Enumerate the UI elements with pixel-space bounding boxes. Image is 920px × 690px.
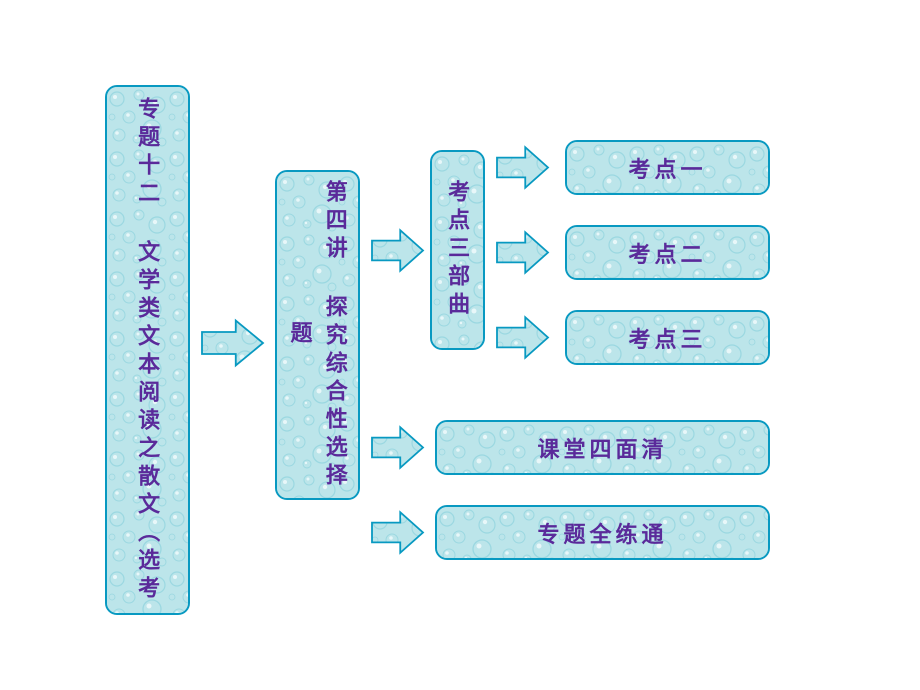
node-trilogy[interactable]: 考点三部曲 [430, 150, 485, 350]
node-root[interactable]: 专题十二 文学类文本阅读之散文（选考 [105, 85, 190, 615]
arrow-right-icon [200, 318, 265, 368]
node-lecture4[interactable]: 第四讲 探究综合性选择题 [275, 170, 360, 500]
node-label: 专题全练通 [531, 511, 673, 555]
node-label: 考点三 [622, 316, 712, 360]
node-k3[interactable]: 考点三 [565, 310, 770, 365]
node-k1[interactable]: 考点一 [565, 140, 770, 195]
node-k2[interactable]: 考点二 [565, 225, 770, 280]
arrow-right-icon [495, 145, 550, 190]
arrow-right-icon [370, 425, 425, 470]
node-label: 考点一 [622, 146, 712, 190]
node-label: 考点三部曲 [434, 174, 481, 326]
arrow-right-icon [495, 230, 550, 275]
node-class4[interactable]: 课堂四面清 [435, 420, 770, 475]
node-label: 第四讲 探究综合性选择题 [276, 172, 358, 498]
arrow-right-icon [370, 510, 425, 555]
arrow-right-icon [370, 228, 425, 273]
node-label: 考点二 [622, 231, 712, 275]
node-label: 专题十二 文学类文本阅读之散文（选考 [124, 91, 171, 610]
node-label: 课堂四面清 [531, 426, 673, 470]
node-allpractice[interactable]: 专题全练通 [435, 505, 770, 560]
arrow-right-icon [495, 315, 550, 360]
